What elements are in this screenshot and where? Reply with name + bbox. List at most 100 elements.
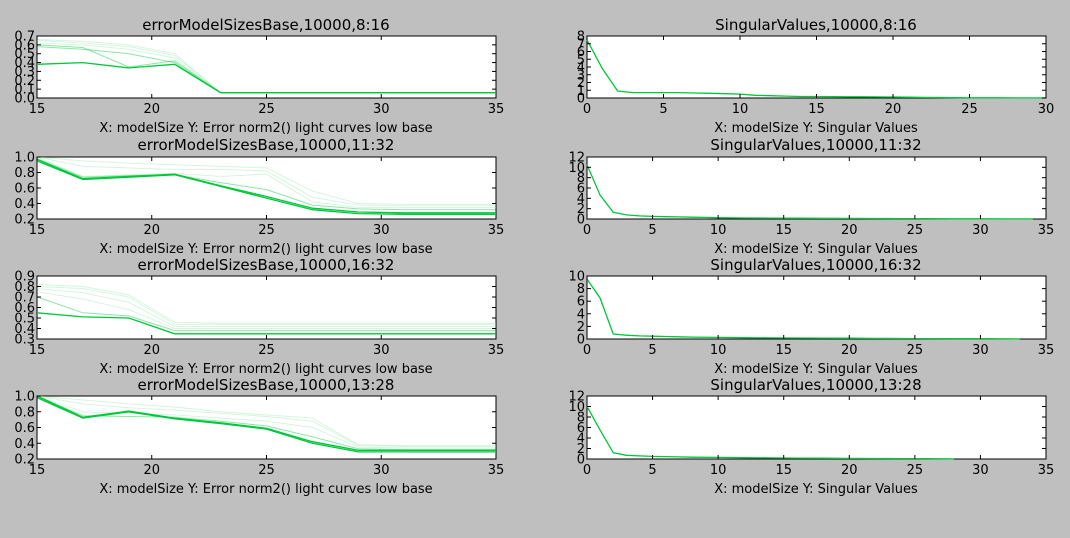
y-tick-label: 8 xyxy=(577,30,585,45)
x-tick-label: 10 xyxy=(710,343,727,358)
chart-panel-error-11-32: 15 20 25 30 35 0.20.40.60.81.0 errorModelSize… xyxy=(14,136,504,257)
y-tick-label: 0.2 xyxy=(14,453,35,468)
x-tick-label: 30 xyxy=(373,102,390,117)
axis-ticks: 15 20 25 30 35 0.20.40.60.81.0 xyxy=(14,390,504,479)
series-lines xyxy=(36,156,496,215)
axis-ticks: 15 20 25 30 35 0.00.10.20.30.40.50.60.7 xyxy=(14,30,504,118)
x-axis-label: X: modelSize Y: Error norm2() light curv… xyxy=(99,242,432,257)
y-tick-label: 2 xyxy=(577,320,585,335)
x-tick-label: 20 xyxy=(143,463,160,478)
x-tick-label: 20 xyxy=(143,102,160,117)
chart-title: errorModelSizesBase,10000,16:32 xyxy=(138,256,395,274)
series-line-2 xyxy=(36,395,496,451)
x-tick-label: 15 xyxy=(808,102,825,117)
series-line-3 xyxy=(36,395,496,451)
plot-area xyxy=(36,156,497,220)
y-tick-label: 4 xyxy=(577,307,585,322)
x-tick-label: 15 xyxy=(29,223,46,238)
x-tick-label: 30 xyxy=(972,343,989,358)
y-tick-label: 4 xyxy=(577,432,585,447)
chart-title: errorModelSizesBase,10000,11:32 xyxy=(138,136,395,154)
x-tick-label: 10 xyxy=(710,463,727,478)
y-tick-label: 8 xyxy=(577,171,585,186)
x-axis-label: X: modelSize Y: Error norm2() light curv… xyxy=(99,482,432,497)
y-tick-label: 2 xyxy=(577,76,585,91)
y-tick-label: 0.6 xyxy=(14,182,35,197)
y-tick-label: 1 xyxy=(577,84,585,99)
y-tick-label: 0.6 xyxy=(14,421,35,436)
x-axis-label: X: modelSize Y: Error norm2() light curv… xyxy=(99,362,432,377)
series-lines xyxy=(36,395,496,453)
y-tick-label: 0 xyxy=(577,333,585,348)
y-tick-label: 0.1 xyxy=(14,83,35,98)
y-tick-label: 0.9 xyxy=(14,270,35,285)
chart-panel-error-13-28: 15 20 25 30 35 0.20.40.60.81.0 errorModelSize… xyxy=(14,376,504,497)
x-tick-label: 25 xyxy=(961,102,978,117)
y-tick-label: 0.3 xyxy=(14,333,35,348)
y-tick-label: 0.8 xyxy=(14,166,35,181)
x-tick-label: 35 xyxy=(488,463,505,478)
x-axis-label: X: modelSize Y: Error norm2() light curv… xyxy=(99,121,432,136)
plot-area xyxy=(586,395,1047,460)
x-tick-label: 20 xyxy=(885,102,902,117)
x-tick-label: 30 xyxy=(373,223,390,238)
y-tick-label: 0 xyxy=(577,92,585,107)
x-tick-label: 35 xyxy=(1038,463,1055,478)
y-tick-label: 1.0 xyxy=(14,390,35,405)
x-tick-label: 20 xyxy=(841,223,858,238)
y-tick-label: 12 xyxy=(568,390,585,405)
plot-area xyxy=(36,35,497,99)
x-tick-label: 25 xyxy=(258,343,275,358)
x-tick-label: 30 xyxy=(972,223,989,238)
x-tick-label: 30 xyxy=(373,343,390,358)
x-tick-label: 15 xyxy=(775,223,792,238)
y-tick-label: 0.6 xyxy=(14,38,35,53)
series-line-4 xyxy=(36,288,496,327)
series-lines xyxy=(36,39,496,94)
y-tick-label: 12 xyxy=(568,151,585,166)
x-tick-label: 15 xyxy=(29,343,46,358)
x-tick-label: 15 xyxy=(775,463,792,478)
chart-title: errorModelSizesBase,10000,8:16 xyxy=(142,16,389,34)
chart-panel-error-8-16: 15 20 25 30 35 0.00.10.20.30.40.50.60.7 error… xyxy=(14,16,504,136)
y-tick-label: 8 xyxy=(577,411,585,426)
chart-title: SingularValues,10000,16:32 xyxy=(710,256,921,274)
y-tick-label: 0.4 xyxy=(14,437,35,452)
y-tick-label: 0.2 xyxy=(14,213,35,228)
y-tick-label: 2 xyxy=(577,202,585,217)
y-tick-label: 10 xyxy=(568,161,585,176)
x-tick-label: 10 xyxy=(732,102,749,117)
x-tick-label: 5 xyxy=(659,102,667,117)
x-tick-label: 10 xyxy=(710,223,727,238)
y-tick-label: 6 xyxy=(577,421,585,436)
series-line-5 xyxy=(36,156,496,207)
series-lines xyxy=(586,278,1020,340)
x-axis-label: X: modelSize Y: Singular Values xyxy=(714,482,918,497)
x-tick-label: 15 xyxy=(775,343,792,358)
x-tick-label: 35 xyxy=(488,343,505,358)
y-tick-label: 0.4 xyxy=(14,56,35,71)
y-tick-label: 0.4 xyxy=(14,322,35,337)
plot-area xyxy=(36,395,497,460)
x-tick-label: 25 xyxy=(907,343,924,358)
y-tick-label: 4 xyxy=(577,192,585,207)
x-tick-label: 20 xyxy=(143,343,160,358)
axis-ticks: 15 20 25 30 35 0.30.40.50.60.70.80.9 xyxy=(14,270,504,359)
x-tick-label: 0 xyxy=(583,223,591,238)
x-tick-label: 20 xyxy=(143,223,160,238)
series-line-1 xyxy=(36,397,496,453)
y-tick-label: 6 xyxy=(577,182,585,197)
plot-area xyxy=(586,156,1047,220)
series-line-2 xyxy=(36,158,496,214)
y-tick-label: 1.0 xyxy=(14,151,35,166)
series-line-2 xyxy=(36,296,496,332)
x-tick-label: 25 xyxy=(907,463,924,478)
x-tick-label: 25 xyxy=(907,223,924,238)
x-tick-label: 35 xyxy=(488,223,505,238)
